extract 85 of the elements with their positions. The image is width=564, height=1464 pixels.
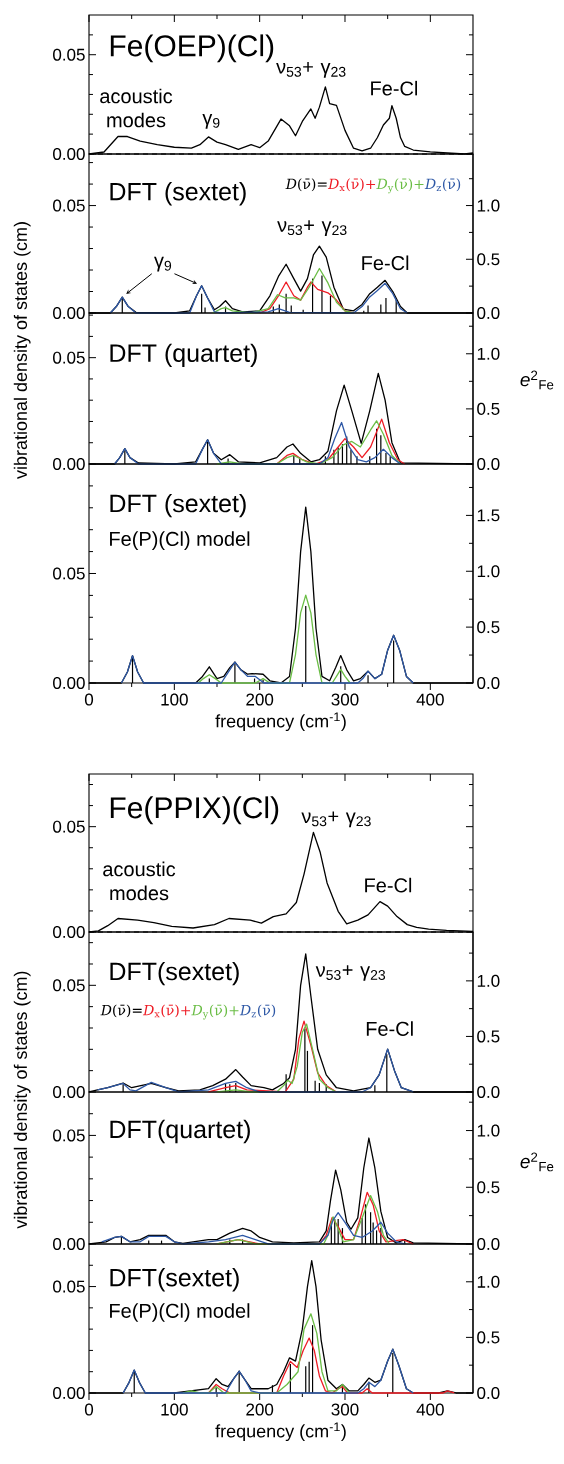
y2-tick-label: 1.0 <box>477 565 500 578</box>
text: D$_{x}$(ν̄)+ <box>327 178 376 192</box>
text: DFT (sextet) <box>110 182 246 206</box>
text: D$_{z}$(ν̄) <box>424 178 461 192</box>
y-tick-label: 0.05 <box>53 1280 85 1293</box>
y2-tick-label: 1.5 <box>477 509 500 522</box>
y2-tick-label: 1.0 <box>477 1275 500 1288</box>
y2-tick-label: 0.5 <box>477 402 500 415</box>
y-tick-label: 0.05 <box>53 1129 85 1142</box>
annotation: Fe-Cl <box>366 1021 413 1036</box>
x-tick-label: 100 <box>161 1403 188 1416</box>
y-tick-label: 0.05 <box>53 199 85 212</box>
text: DFT (quartet) <box>110 343 257 367</box>
annotation: Fe-Cl <box>365 877 412 893</box>
y2-tick-label: 0.0 <box>477 1386 500 1400</box>
y2-axis-title: e$^{2}$Fe <box>520 1152 554 1172</box>
y2-axis-title: e$^{2}$Fe <box>520 370 554 390</box>
y2-tick-label: 0.5 <box>477 253 500 266</box>
annotation: acoustic modes <box>103 861 176 901</box>
annotation: ν$_{53}$+ γ$_{23}$ <box>276 62 346 78</box>
y2-tick-label: 0.5 <box>477 1030 500 1043</box>
y-tick-label: 0.00 <box>53 1085 85 1099</box>
y2-tick-label: 0.0 <box>477 457 500 471</box>
annotation: ν$_{53}$+ γ$_{23}$ <box>301 811 371 828</box>
x-tick-label: 0 <box>84 693 94 706</box>
x-tick-label: 400 <box>416 693 444 706</box>
x-tick-label: 300 <box>331 1403 359 1416</box>
text: Fe(P)(Cl) model <box>110 1303 250 1322</box>
y-tick-label: 0.00 <box>53 925 85 939</box>
annotation: Fe-Cl <box>362 255 409 271</box>
annotation: ν$_{53}$+ γ$_{23}$ <box>315 965 386 981</box>
y-tick-label: 0.00 <box>53 457 85 471</box>
text: DFT(sextet) <box>110 961 239 986</box>
text: DFT(quartet) <box>110 1119 250 1144</box>
line-series <box>276 418 406 465</box>
text: DFT(sextet) <box>110 1268 239 1292</box>
x-tick-label: 300 <box>331 693 359 706</box>
x-tick-label: 0 <box>84 1403 94 1416</box>
y2-tick-label: 0.0 <box>477 306 500 320</box>
x-axis-title: frequency (cm$^{-1}$) <box>215 1422 346 1442</box>
y-tick-label: 0.00 <box>53 306 85 320</box>
line-series <box>120 634 414 684</box>
y-axis-title: vibrational density of states (cm) <box>13 222 31 479</box>
y2-tick-label: 0.0 <box>477 1085 500 1099</box>
text: D$_{y}$(ν̄)+ <box>376 178 424 194</box>
y-tick-label: 0.00 <box>53 676 85 690</box>
y2-tick-label: 0.5 <box>477 1331 500 1344</box>
text: D$_{y}$(ν̄)+ <box>191 1004 239 1020</box>
legend-label: D(ν̄)= <box>100 1004 142 1018</box>
x-tick-label: 200 <box>246 693 274 706</box>
annotation: γ$_{9}$ <box>154 256 172 272</box>
y2-tick-label: 1.0 <box>477 347 500 360</box>
line-series <box>197 594 351 684</box>
y-tick-label: 0.00 <box>53 147 85 161</box>
y-tick-label: 0.00 <box>53 1386 85 1400</box>
text: D(ν̄)= <box>285 178 327 192</box>
annotation: ν$_{53}$+ γ$_{23}$ <box>277 220 347 236</box>
x-tick-label: 400 <box>416 1403 444 1416</box>
y-tick-label: 0.05 <box>53 979 85 992</box>
y2-tick-label: 1.0 <box>477 974 500 987</box>
y-tick-label: 0.00 <box>53 1237 85 1251</box>
x-tick-label: 100 <box>161 693 188 706</box>
y2-tick-label: 0.0 <box>477 676 500 690</box>
x-axis-title: frequency (cm$^{-1}$) <box>215 712 346 732</box>
y2-tick-label: 1.0 <box>477 1124 500 1137</box>
text: Fe(PPIX)(Cl) <box>110 796 279 825</box>
text: D$_{z}$(ν̄) <box>239 1004 276 1018</box>
y-tick-label: 0.05 <box>53 351 85 364</box>
y2-tick-label: 1.0 <box>477 199 500 212</box>
x-tick-label: 200 <box>246 1403 274 1416</box>
y-tick-label: 0.05 <box>53 567 85 580</box>
text: Fe(P)(Cl) model <box>110 531 250 550</box>
line-series <box>122 1348 414 1394</box>
text: Fe(OEP)(Cl) <box>110 34 274 63</box>
annotation: Fe-Cl <box>371 80 418 96</box>
annotation: acoustic modes <box>100 88 173 128</box>
text: DFT (sextet) <box>110 493 246 518</box>
y2-tick-label: 0.5 <box>477 621 500 634</box>
y-axis-title: vibrational density of states (cm) <box>13 971 31 1229</box>
annotation: γ$_{9}$ <box>202 114 220 129</box>
text: D$_{x}$(ν̄)+ <box>142 1004 191 1018</box>
y-tick-label: 0.05 <box>53 820 85 833</box>
y2-tick-label: 0.5 <box>477 1181 500 1194</box>
y2-tick-label: 0.0 <box>477 1237 500 1251</box>
y-tick-label: 0.05 <box>53 48 85 61</box>
